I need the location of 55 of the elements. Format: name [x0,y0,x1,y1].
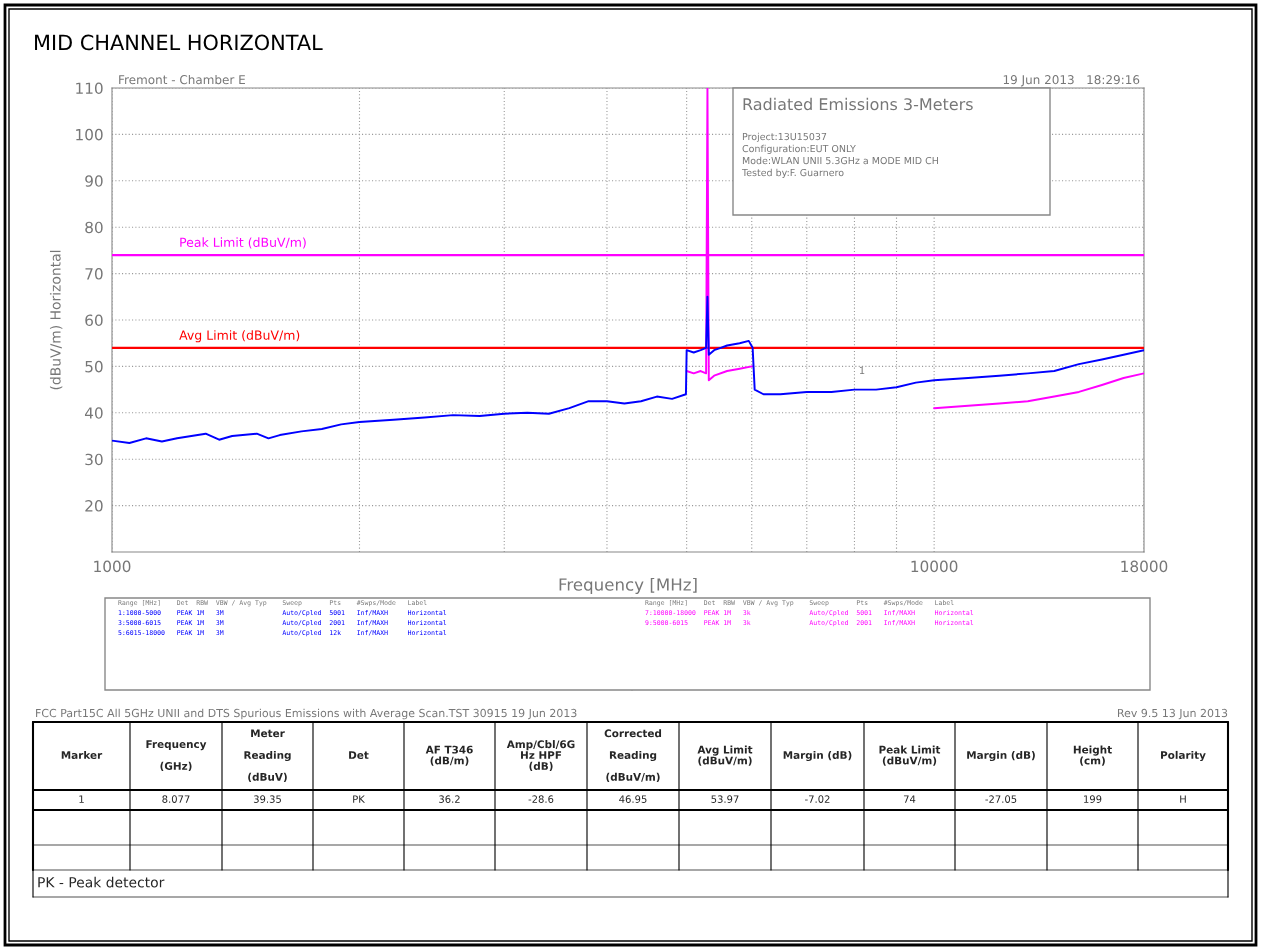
text: Frequency (GHz) [146,740,207,772]
y-tick-label: 50 [85,360,103,373]
text: Corrected Reading (dBuV/m) [604,729,662,783]
text: AF T346 (dB/m) [425,745,473,766]
ref-line-label: Avg Limit (dBuV/m) [179,330,300,343]
ref-line-label: Peak Limit (dBuV/m) [180,237,306,249]
y-tick-label: 60 [85,314,103,327]
y-tick-label: 30 [85,453,103,466]
annotation: Mode:WLAN UNII 5.3GHz a MODE MID CH [742,156,938,165]
text: 39.35 [253,795,281,803]
annotation: Project:13U15037 [742,132,827,142]
text: -27.05 [985,795,1017,803]
annotation: Tested by:F. Guarnero [741,168,844,178]
text: Fremont - Chamber E [119,74,245,85]
x-tick-label: 18000 [1121,560,1168,573]
y-tick-label: 20 [85,500,103,512]
text: Margin (dB) [967,750,1035,762]
text: 8.077 [162,795,190,803]
y-tick-label: 110 [76,82,103,95]
text: PK [353,795,365,803]
text: Rev 9.5 13 Jun 2013 [1117,708,1228,720]
text: Amp/Cbl/6G Hz HPF (dB) [506,740,575,772]
text: 53.97 [711,795,739,803]
x-axis-title: Frequency [MHz] [559,577,697,595]
text: Margin (dB) [783,750,852,762]
text: Marker [61,750,103,760]
text: 1 [79,795,84,803]
text: FCC Part15C All 5GHz UNII and DTS Spurious Emissions with Average Scan.TST 30915 19 Jun 2013 [36,708,577,720]
y-tick-label: 100 [76,128,103,141]
y-tick-label: 80 [85,221,103,234]
text: Peak Limit (dBuV/m) [879,745,941,766]
chart-title: MID CHANNEL HORIZONTAL [35,34,323,51]
text: PK - Peak detector [38,876,165,888]
y-tick-label: 40 [84,407,103,419]
y-tick-label: 70 [85,268,103,280]
x-tick-label: 10000 [911,560,958,573]
text: 74 [903,795,916,803]
x-tick-label: 1000 [94,560,131,573]
text: -7.02 [805,795,830,803]
text: 36.2 [439,795,460,803]
text: 199 [1084,795,1102,803]
text: Det [349,751,369,760]
y-tick-label: 90 [85,175,103,187]
text: 19 Jun 2013 18:29:16 [1003,75,1140,87]
annotation: 1 [859,366,865,374]
text: Height (cm) [1073,745,1112,766]
text: -28.6 [528,795,554,803]
text: Meter Reading (dBuV) [244,729,291,783]
text: Avg Limit (dBuV/m) [697,745,753,766]
annotation: Radiated Emissions 3-Meters [743,97,973,111]
text: H [1180,795,1186,803]
y-axis-title: (dBuV/m) Horizontal [49,250,63,390]
annotation: Configuration:EUT ONLY [742,144,856,154]
text: 46.95 [619,795,647,803]
text: Polarity [1161,750,1206,762]
